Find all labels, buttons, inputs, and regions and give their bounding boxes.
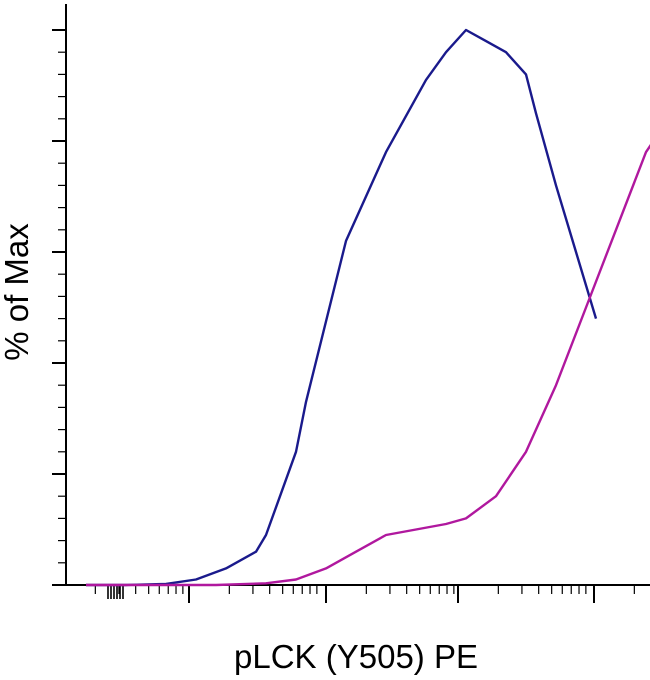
x-axis-ticks	[94, 585, 635, 603]
series-layer	[86, 28, 650, 587]
y-axis-ticks	[52, 29, 66, 586]
y-axis-label: % of Max	[0, 223, 35, 361]
x-axis-label: pLCK (Y505) PE	[234, 638, 478, 675]
series-line-2	[86, 144, 650, 587]
plot-area	[52, 4, 650, 603]
series-line-1	[86, 28, 598, 587]
